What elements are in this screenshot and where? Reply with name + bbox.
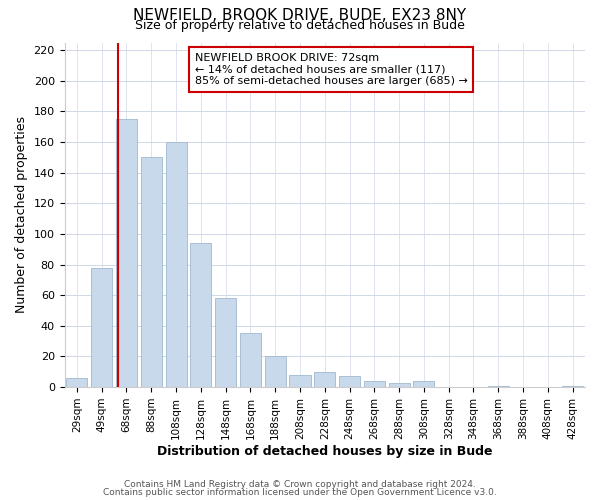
Bar — [190, 243, 211, 387]
Text: NEWFIELD BROOK DRIVE: 72sqm
← 14% of detached houses are smaller (117)
85% of se: NEWFIELD BROOK DRIVE: 72sqm ← 14% of det… — [194, 53, 467, 86]
Text: Contains HM Land Registry data © Crown copyright and database right 2024.: Contains HM Land Registry data © Crown c… — [124, 480, 476, 489]
Bar — [265, 356, 286, 387]
Bar — [488, 386, 509, 387]
Text: Contains public sector information licensed under the Open Government Licence v3: Contains public sector information licen… — [103, 488, 497, 497]
X-axis label: Distribution of detached houses by size in Bude: Distribution of detached houses by size … — [157, 444, 493, 458]
Y-axis label: Number of detached properties: Number of detached properties — [15, 116, 28, 314]
Bar — [562, 386, 583, 387]
Bar — [67, 378, 88, 387]
Bar — [364, 381, 385, 387]
Bar — [141, 158, 162, 387]
Text: Size of property relative to detached houses in Bude: Size of property relative to detached ho… — [135, 19, 465, 32]
Bar — [240, 334, 261, 387]
Bar — [215, 298, 236, 387]
Bar — [166, 142, 187, 387]
Bar — [389, 382, 410, 387]
Bar — [413, 381, 434, 387]
Text: NEWFIELD, BROOK DRIVE, BUDE, EX23 8NY: NEWFIELD, BROOK DRIVE, BUDE, EX23 8NY — [133, 8, 467, 22]
Bar — [314, 372, 335, 387]
Bar — [116, 119, 137, 387]
Bar — [339, 376, 360, 387]
Bar — [289, 375, 311, 387]
Bar — [91, 268, 112, 387]
